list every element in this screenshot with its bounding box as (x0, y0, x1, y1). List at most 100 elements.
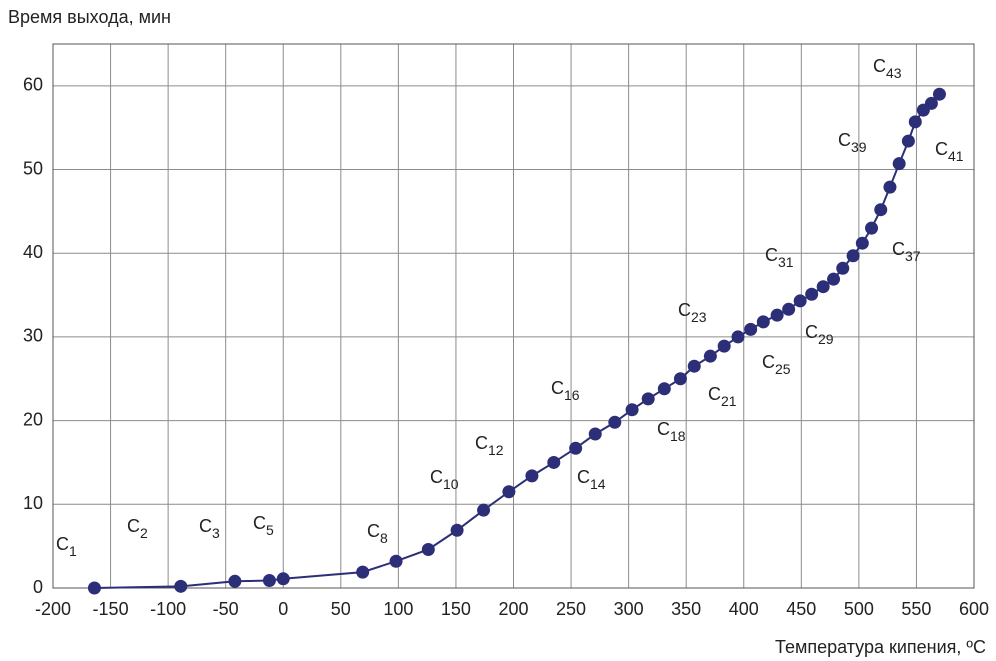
x-axis-title: Температура кипения, ºC (775, 637, 986, 657)
annotation: C43 (873, 56, 902, 81)
annotation-subscript: 14 (590, 476, 606, 492)
data-point (908, 115, 922, 129)
annotation-subscript: 41 (948, 148, 964, 164)
data-point (717, 339, 731, 353)
annotation-label: C (678, 300, 691, 320)
x-tick-label: -50 (213, 599, 239, 619)
data-point (782, 302, 796, 316)
x-tick-label: 550 (901, 599, 931, 619)
data-point (703, 349, 717, 363)
y-tick-label: 10 (23, 493, 43, 513)
y-axis-title: Время выхода, мин (8, 7, 171, 27)
x-tick-label: 100 (383, 599, 413, 619)
x-tick-label: 500 (844, 599, 874, 619)
x-tick-label: 50 (331, 599, 351, 619)
y-tick-label: 40 (23, 242, 43, 262)
plot-border (52, 43, 975, 589)
y-tick-label: 60 (23, 75, 43, 95)
data-point (502, 485, 516, 499)
annotation-label: C (805, 322, 818, 342)
annotation-label: C (873, 56, 886, 76)
annotation-label: C (475, 433, 488, 453)
annotation-subscript: 18 (670, 428, 686, 444)
x-tick-label: 0 (278, 599, 288, 619)
annotation: C3 (199, 516, 220, 541)
x-tick-label: 350 (671, 599, 701, 619)
annotation-subscript: 3 (212, 525, 220, 541)
y-tick-label: 50 (23, 158, 43, 178)
annotation-subscript: 21 (721, 393, 737, 409)
annotation: C5 (253, 513, 274, 538)
annotation-subscript: 31 (778, 254, 794, 270)
data-point (477, 503, 491, 517)
annotation: C18 (657, 419, 686, 444)
data-point (262, 573, 276, 587)
data-point (827, 272, 841, 286)
annotation-label: C (56, 534, 69, 554)
annotation-label: C (577, 467, 590, 487)
annotation-subscript: 2 (140, 525, 148, 541)
annotation: C10 (430, 467, 459, 492)
annotation: C39 (838, 130, 867, 155)
data-point (389, 554, 403, 568)
data-point (805, 287, 819, 301)
x-tick-label: -100 (150, 599, 186, 619)
annotation-label: C (657, 419, 670, 439)
annotation: C29 (805, 322, 834, 347)
annotation-subscript: 8 (380, 530, 388, 546)
data-point (756, 315, 770, 329)
data-point (793, 294, 807, 308)
data-point (569, 441, 583, 455)
x-tick-label: 450 (786, 599, 816, 619)
data-point (816, 280, 830, 294)
annotation-subscript: 10 (443, 476, 459, 492)
data-point (588, 427, 602, 441)
x-tick-label: 400 (729, 599, 759, 619)
annotation-label: C (199, 516, 212, 536)
x-tick-label: 600 (959, 599, 989, 619)
data-point (450, 523, 464, 537)
x-tick-label: 300 (614, 599, 644, 619)
data-point (687, 359, 701, 373)
annotation-subscript: 37 (905, 248, 921, 264)
data-point (865, 221, 879, 235)
annotation-label: C (367, 521, 380, 541)
annotation-label: C (765, 245, 778, 265)
annotation: C23 (678, 300, 707, 325)
data-point (901, 134, 915, 148)
y-tick-label: 20 (23, 409, 43, 429)
y-tick-label: 0 (33, 577, 43, 597)
annotation-label: C (892, 239, 905, 259)
data-point (228, 574, 242, 588)
data-point (883, 180, 897, 194)
annotation: C2 (127, 516, 148, 541)
annotation: C25 (762, 352, 791, 377)
annotation-label: C (762, 352, 775, 372)
annotation: C1 (56, 534, 77, 559)
data-point (547, 455, 561, 469)
annotation-label: C (253, 513, 266, 533)
annotation-subscript: 39 (851, 139, 867, 155)
x-tick-label: 250 (556, 599, 586, 619)
data-point (744, 322, 758, 336)
annotation: C12 (475, 433, 504, 458)
annotation: C41 (935, 139, 964, 164)
annotation-subscript: 29 (818, 331, 834, 347)
data-point (87, 581, 101, 595)
data-point (174, 579, 188, 593)
data-point (874, 203, 888, 217)
annotation-label: C (838, 130, 851, 150)
data-point (657, 382, 671, 396)
data-point (836, 261, 850, 275)
annotation: C14 (577, 467, 606, 492)
data-point (924, 96, 938, 110)
annotation: C37 (892, 239, 921, 264)
data-point (625, 403, 639, 417)
annotation-label: C (551, 378, 564, 398)
annotation: C16 (551, 378, 580, 403)
x-tick-label: 200 (498, 599, 528, 619)
data-point (731, 330, 745, 344)
data-point (276, 572, 290, 586)
